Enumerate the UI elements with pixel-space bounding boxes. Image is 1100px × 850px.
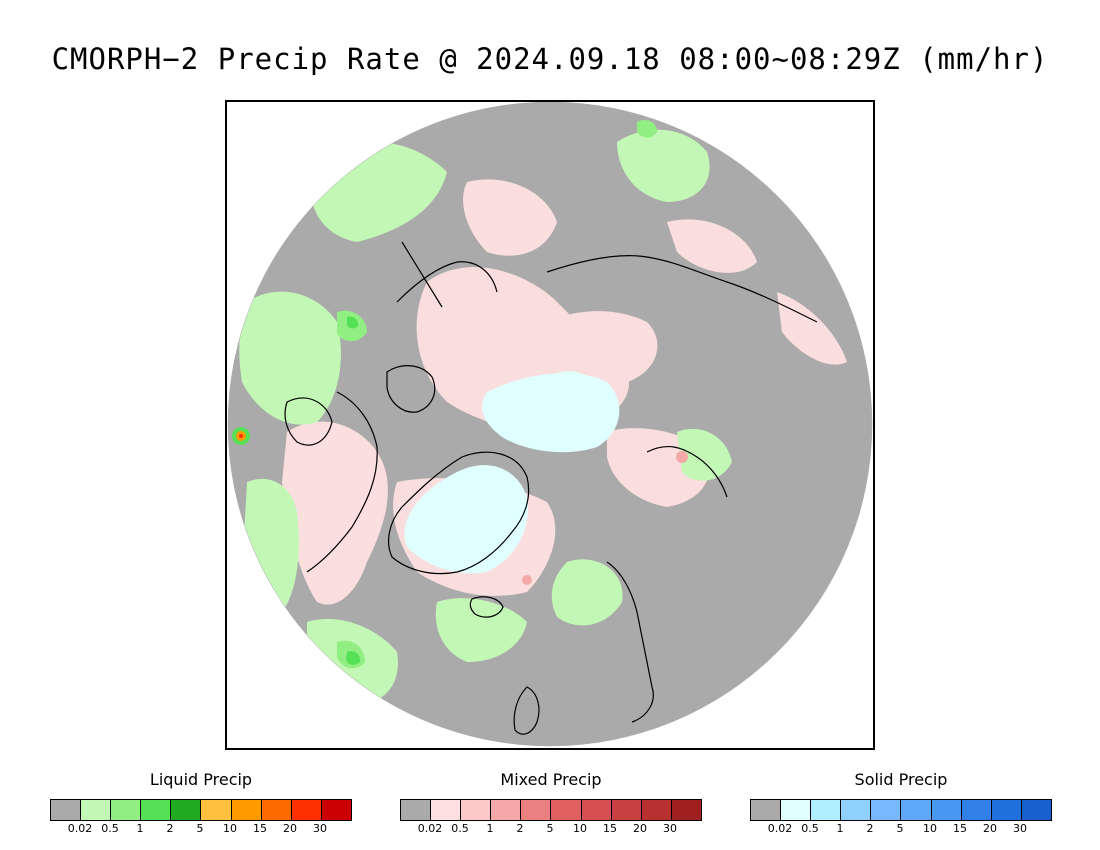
legend-tick-label: 5 [896,822,904,835]
canada-coast [306,391,378,573]
legend-swatch [291,800,322,820]
greenland-coast [388,451,530,575]
legend-swatch [871,800,902,820]
chart-title: CMORPH−2 Precip Rate @ 2024.09.18 08:00~… [51,42,1049,76]
legend-tick-label: 5 [196,822,204,835]
legend-tick-label: 10 [923,822,937,835]
legend-tick-label: 30 [313,822,327,835]
legend-tick-label: 30 [1013,822,1027,835]
bering-strait-line [401,241,443,308]
legend-swatch [521,800,552,820]
hudson-bay-coast [284,397,333,446]
legend-swatch [931,800,962,820]
heavy-precip-cells [232,427,688,585]
legend-swatch [321,800,351,820]
polar-map-svg [227,102,873,748]
legend-color-bar [400,799,702,821]
legend-swatch [811,800,842,820]
legend-tick-label: 0.02 [767,822,793,835]
legend-title: Solid Precip [854,770,948,789]
siberia-coast [546,255,818,323]
legend-tick-label: 20 [983,822,997,835]
legend-swatch [1021,800,1051,820]
legend-swatch [751,800,782,820]
solid-precip-areas [404,371,620,574]
legend-swatch [901,800,932,820]
coastlines [284,241,818,735]
iceland-coast [469,596,504,618]
legend-tick-label: 2 [166,822,174,835]
legend-swatch [171,800,202,820]
legend-tick-labels: 0.02 0.5 1 2 5 10 15 20 30 [400,822,702,836]
canadian-archipelago-coast [386,365,436,413]
legend-tick-labels: 0.02 0.5 1 2 5 10 15 20 30 [50,822,352,836]
russia-arctic-coast [646,445,728,498]
legend-swatch [491,800,522,820]
legend-solid-precip: Solid Precip 0.02 0.5 1 2 5 10 15 20 30 [750,770,1052,840]
legend-liquid-precip: Liquid Precip 0.02 0.5 1 2 5 10 15 20 30 [50,770,352,840]
legend-tick-label: 20 [283,822,297,835]
legend-tick-label: 1 [136,822,144,835]
legend-tick-label: 1 [486,822,494,835]
legend-tick-label: 0.5 [101,822,119,835]
legend-swatch [81,800,112,820]
legend-tick-label: 15 [603,822,617,835]
legend-tick-label: 0.02 [67,822,93,835]
legend-swatch [141,800,172,820]
legend-swatch [611,800,642,820]
legend-swatch [401,800,432,820]
legend-swatch [671,800,701,820]
legend-swatch [231,800,262,820]
legend-tick-label: 1 [836,822,844,835]
legend-tick-label: 10 [223,822,237,835]
scandinavia-coast [606,561,654,723]
legend-swatch [51,800,82,820]
legend-swatch [581,800,612,820]
legend-swatch [961,800,992,820]
alaska-coast [396,261,498,303]
legend-swatch [641,800,672,820]
legend-tick-label: 20 [633,822,647,835]
legend-tick-label: 0.5 [451,822,469,835]
legend-title: Mixed Precip [500,770,602,789]
legend-tick-label: 0.02 [417,822,443,835]
legend-tick-label: 10 [573,822,587,835]
legend-swatch [431,800,462,820]
legend-tick-label: 15 [953,822,967,835]
legend-tick-label: 2 [516,822,524,835]
legend-tick-label: 0.5 [801,822,819,835]
legend-color-bar [50,799,352,821]
uk-coast [513,686,540,735]
legend-swatch [461,800,492,820]
legend-swatch [991,800,1022,820]
precip-map [225,100,875,750]
legend-tick-label: 2 [866,822,874,835]
legend-swatch [261,800,292,820]
legend-color-bar [750,799,1052,821]
legend-swatch [111,800,142,820]
legend-title: Liquid Precip [149,770,253,789]
legend-swatch [841,800,872,820]
legend-swatch [201,800,232,820]
legend-tick-labels: 0.02 0.5 1 2 5 10 15 20 30 [750,822,1052,836]
legend-tick-label: 5 [546,822,554,835]
legend-mixed-precip: Mixed Precip 0.02 0.5 1 2 5 10 15 20 30 [400,770,702,840]
legend-tick-label: 15 [253,822,267,835]
legend-tick-label: 30 [663,822,677,835]
legend-swatch [551,800,582,820]
legend-swatch [781,800,812,820]
